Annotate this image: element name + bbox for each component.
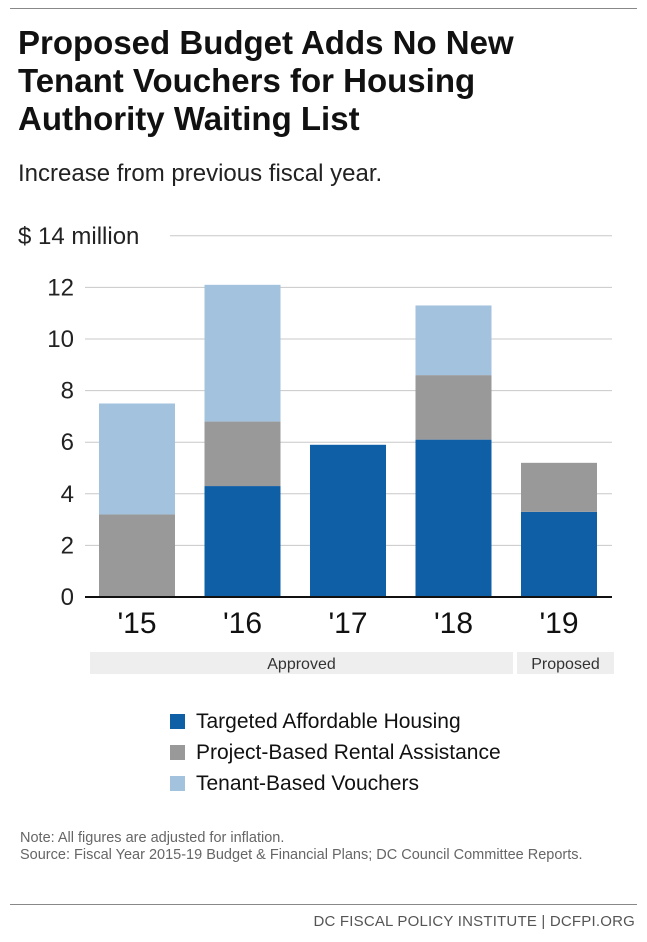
- legend-swatch: [170, 714, 185, 729]
- stacked-bar-chart: 0 2 4 6 8 10 12 $ 14 million '15 '16 '17 '18 '19 Appr…: [18, 223, 614, 674]
- x-tick-label: '17: [328, 607, 367, 640]
- x-tick-label: '15: [117, 607, 156, 640]
- category-group-label: Proposed: [531, 656, 600, 673]
- chart-title: Proposed Budget Adds No New Tenant Vouch…: [18, 24, 514, 137]
- bar-segment: [415, 439, 492, 597]
- category-group-label: Approved: [267, 656, 336, 673]
- bar-segment: [521, 511, 597, 597]
- y-tick-label: 12: [47, 274, 74, 301]
- top-rule: [10, 8, 637, 9]
- x-tick-label: '19: [539, 607, 578, 640]
- chart-subtitle: Increase from previous fiscal year.: [18, 160, 383, 187]
- legend-swatch: [170, 745, 185, 760]
- y-tick-label: 0: [61, 584, 74, 611]
- legend: Targeted Affordable Housing Project-Based…: [170, 706, 501, 799]
- bar-segment: [99, 403, 175, 515]
- legend-item: Project-Based Rental Assistance: [170, 737, 501, 768]
- bar-segment: [99, 514, 175, 597]
- legend-label: Tenant-Based Vouchers: [196, 772, 419, 795]
- y-tick-label: 2: [61, 532, 74, 559]
- bar-segment: [310, 444, 386, 597]
- y-tick-label: 6: [61, 429, 74, 456]
- category-group-band: [517, 652, 614, 674]
- x-tick-label: '16: [223, 607, 262, 640]
- bar-segment: [204, 421, 281, 487]
- category-group-band: [90, 652, 513, 674]
- bar-segment: [204, 486, 281, 597]
- note-text: Note: All figures are adjusted for infla…: [20, 830, 285, 846]
- y-tick-label: 4: [61, 481, 74, 508]
- footer-credit: DC FISCAL POLICY INSTITUTE | DCFPI.ORG: [313, 913, 635, 930]
- bar-segment: [204, 284, 281, 422]
- y-tick-label: 8: [61, 378, 74, 405]
- source-text: Source: Fiscal Year 2015-19 Budget & Fin…: [20, 847, 583, 863]
- legend-swatch: [170, 776, 185, 791]
- bar-segment: [415, 305, 492, 376]
- legend-label: Project-Based Rental Assistance: [196, 741, 501, 764]
- x-tick-label: '18: [434, 607, 473, 640]
- bottom-rule: [10, 904, 637, 905]
- y-tick-label: 10: [47, 326, 74, 353]
- y-tick-label: $ 14 million: [18, 223, 139, 250]
- legend-item: Targeted Affordable Housing: [170, 706, 501, 737]
- notes: Note: All figures are adjusted for infla…: [20, 830, 620, 864]
- bar-segment: [415, 375, 492, 440]
- legend-label: Targeted Affordable Housing: [196, 710, 461, 733]
- bar-segment: [521, 462, 597, 512]
- legend-item: Tenant-Based Vouchers: [170, 768, 501, 799]
